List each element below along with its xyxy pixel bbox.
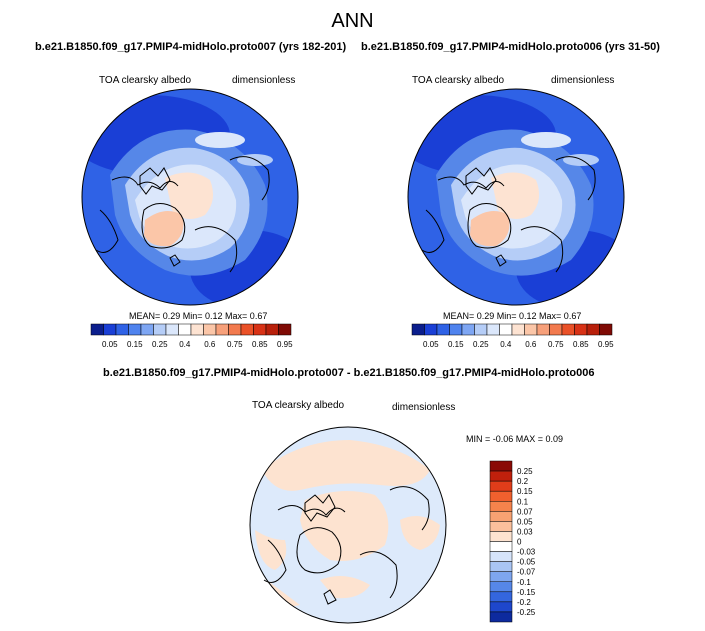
diff-colorbar-swatch bbox=[489, 581, 513, 593]
panel1-colorbar-swatch bbox=[253, 323, 267, 336]
diff-colorbar-swatch bbox=[489, 521, 513, 532]
diff-colorbar: 0.250.20.150.10.070.050.030-0.03-0.05-0.… bbox=[489, 460, 536, 623]
diff-colorbar-swatch bbox=[489, 460, 513, 472]
diff-colorbar-tick-label: -0.1 bbox=[517, 578, 531, 587]
panel1-colorbar-swatch bbox=[265, 323, 279, 336]
diff-colorbar-tick-label: 0.25 bbox=[517, 467, 533, 476]
panel2-colorbar-tick-label: 0.95 bbox=[598, 340, 614, 349]
panel1-colorbar-tick-label: 0.25 bbox=[152, 340, 168, 349]
diff-panel-title: b.e21.B1850.f09_g17.PMIP4-midHolo.proto0… bbox=[103, 367, 595, 379]
diff-colorbar-tick-label: 0 bbox=[517, 538, 522, 547]
diff-colorbar-tick-label: -0.07 bbox=[517, 568, 536, 577]
diff-colorbar-tick-label: -0.03 bbox=[517, 548, 536, 557]
diff-colorbar-tick-label: -0.25 bbox=[517, 608, 536, 617]
panel2-colorbar-tick-label: 0.15 bbox=[448, 340, 464, 349]
panel2-colorbar-swatch bbox=[424, 323, 438, 336]
panel2-colorbar-swatch bbox=[599, 323, 613, 336]
panel2-stats: MEAN= 0.29 Min= 0.12 Max= 0.67 bbox=[443, 311, 582, 321]
diff-colorbar-tick-label: 0.2 bbox=[517, 477, 529, 486]
panel2-colorbar-swatch bbox=[536, 323, 550, 336]
panel1-units-label: dimensionless bbox=[232, 75, 296, 86]
panel1-colorbar-swatch bbox=[128, 323, 142, 336]
diff-colorbar-tick-label: -0.15 bbox=[517, 588, 536, 597]
panel2-colorbar-tick-label: 0.6 bbox=[525, 340, 537, 349]
panel2-colorbar-swatch bbox=[549, 323, 563, 336]
panel2-colorbar-tick-label: 0.25 bbox=[473, 340, 489, 349]
diff-colorbar-tick-label: 0.07 bbox=[517, 507, 533, 516]
panel1-colorbar-swatch bbox=[178, 323, 192, 336]
diff-colorbar-tick-label: 0.1 bbox=[517, 497, 529, 506]
panel1-colorbar-tick-label: 0.4 bbox=[179, 340, 191, 349]
diff-colorbar-swatch bbox=[489, 501, 513, 512]
figure-title: ANN bbox=[331, 10, 374, 32]
diff-colorbar-swatch bbox=[489, 561, 513, 572]
panel1-colorbar-swatch bbox=[215, 323, 229, 336]
diff-colorbar-swatch bbox=[489, 601, 513, 613]
diff-colorbar-tick-label: 0.15 bbox=[517, 487, 533, 496]
panel2-colorbar-swatch bbox=[499, 323, 513, 336]
panel2-colorbar-tick-label: 0.85 bbox=[573, 340, 589, 349]
panel2-colorbar-tick-label: 0.05 bbox=[423, 340, 439, 349]
panel2-variable-label: TOA clearsky albedo bbox=[412, 75, 505, 86]
diff-colorbar-swatch bbox=[489, 531, 513, 542]
panel1-colorbar-swatch bbox=[140, 323, 154, 336]
panel1-colorbar-swatch bbox=[190, 323, 204, 336]
panel1-stats: MEAN= 0.29 Min= 0.12 Max= 0.67 bbox=[129, 311, 268, 321]
diff-colorbar-swatch bbox=[489, 551, 513, 562]
panel1-colorbar-tick-label: 0.6 bbox=[204, 340, 216, 349]
diff-map bbox=[249, 426, 447, 624]
panel1-colorbar-swatch bbox=[115, 323, 129, 336]
diff-colorbar-swatch bbox=[489, 571, 513, 582]
panel2-colorbar-swatch bbox=[511, 323, 525, 336]
panel1-colorbar-swatch bbox=[240, 323, 254, 336]
panel2-colorbar-swatch bbox=[586, 323, 600, 336]
panel1-colorbar-tick-label: 0.85 bbox=[252, 340, 268, 349]
panel2-colorbar-tick-label: 0.4 bbox=[500, 340, 512, 349]
diff-colorbar-swatch bbox=[489, 470, 513, 482]
panel1-title: b.e21.B1850.f09_g17.PMIP4-midHolo.proto0… bbox=[35, 41, 347, 53]
panel1-variable-label: TOA clearsky albedo bbox=[99, 75, 192, 86]
diff-units-label: dimensionless bbox=[392, 402, 456, 413]
diff-colorbar-swatch bbox=[489, 591, 513, 603]
diff-colorbar-tick-label: -0.05 bbox=[517, 558, 536, 567]
diff-colorbar-tick-label: -0.2 bbox=[517, 598, 531, 607]
diff-colorbar-swatch bbox=[489, 541, 513, 552]
diff-colorbar-swatch bbox=[489, 511, 513, 522]
panel2-colorbar-swatch bbox=[449, 323, 463, 336]
panel2-units-label: dimensionless bbox=[551, 75, 615, 86]
panel1-colorbar-tick-label: 0.15 bbox=[127, 340, 143, 349]
panel1-colorbar: 0.05 0.15 0.25 0.4 0.6 0.75 0.85 0.95 bbox=[90, 323, 293, 349]
panel1-colorbar-swatch bbox=[103, 323, 117, 336]
panel1-colorbar-tick-label: 0.95 bbox=[277, 340, 293, 349]
panel2-colorbar-swatch bbox=[574, 323, 588, 336]
panel2-colorbar-swatch bbox=[461, 323, 475, 336]
panel1-colorbar-swatch bbox=[278, 323, 292, 336]
diff-colorbar-swatch bbox=[489, 611, 513, 623]
diff-colorbar-swatch bbox=[489, 490, 513, 502]
diff-stats: MIN = -0.06 MAX = 0.09 bbox=[466, 434, 564, 444]
panel2-colorbar-swatch bbox=[486, 323, 500, 336]
panel2-colorbar-swatch bbox=[411, 323, 425, 336]
panel1-colorbar-swatch bbox=[165, 323, 179, 336]
panel2-colorbar-swatch bbox=[524, 323, 538, 336]
diff-colorbar-swatch bbox=[489, 480, 513, 492]
panel1-colorbar-swatch bbox=[228, 323, 242, 336]
panel2-colorbar-swatch bbox=[561, 323, 575, 336]
panel2-map bbox=[407, 88, 625, 306]
panel2-colorbar-swatch bbox=[474, 323, 488, 336]
panel2-colorbar-swatch bbox=[436, 323, 450, 336]
panel1-colorbar-swatch bbox=[90, 323, 104, 336]
diff-colorbar-tick-label: 0.05 bbox=[517, 517, 533, 526]
diff-colorbar-tick-label: 0.03 bbox=[517, 527, 533, 536]
panel2-title: b.e21.B1850.f09_g17.PMIP4-midHolo.proto0… bbox=[361, 41, 660, 53]
panel1-map bbox=[81, 88, 299, 306]
panel1-colorbar-swatch bbox=[203, 323, 217, 336]
panel1-colorbar-tick-label: 0.05 bbox=[102, 340, 118, 349]
panel2-colorbar-tick-label: 0.75 bbox=[548, 340, 564, 349]
panel1-colorbar-tick-label: 0.75 bbox=[227, 340, 243, 349]
panel1-colorbar-swatch bbox=[153, 323, 167, 336]
panel2-colorbar: 0.05 0.15 0.25 0.4 0.6 0.75 0.85 0.95 bbox=[411, 323, 614, 349]
diff-variable-label: TOA clearsky albedo bbox=[252, 400, 345, 411]
